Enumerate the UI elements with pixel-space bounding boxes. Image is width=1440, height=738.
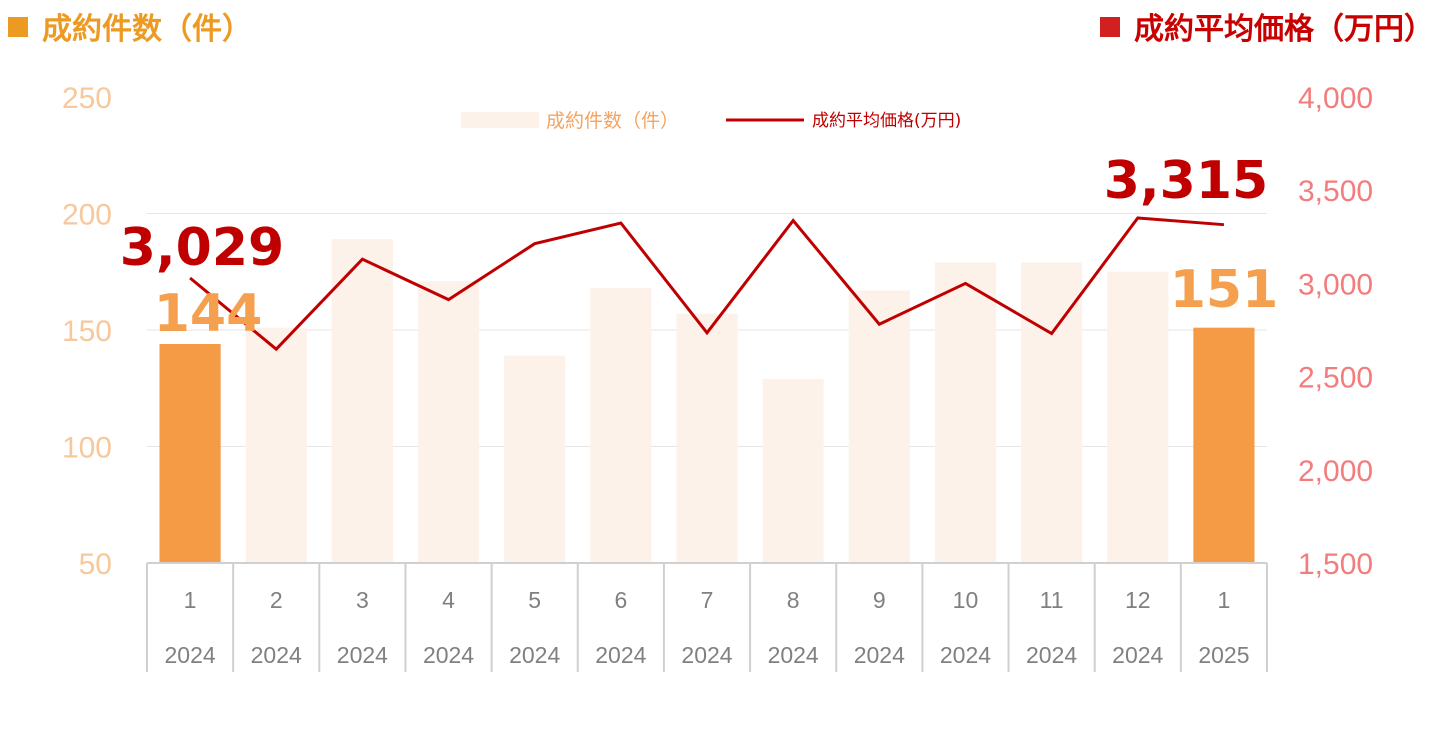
bar bbox=[245, 327, 307, 563]
month-label: 8 bbox=[787, 587, 800, 613]
year-label: 2024 bbox=[509, 642, 560, 668]
bar bbox=[934, 262, 997, 563]
year-label: 2024 bbox=[1026, 642, 1077, 668]
bar bbox=[762, 378, 824, 563]
month-label: 1 bbox=[184, 587, 197, 613]
month-label: 11 bbox=[1040, 587, 1064, 613]
left-tick-label: 250 bbox=[62, 82, 112, 115]
bar bbox=[590, 288, 652, 563]
month-label: 6 bbox=[614, 587, 627, 613]
left-axis-title-text: 成約件数（件） bbox=[42, 12, 252, 47]
right-tick-label: 4,000 bbox=[1298, 82, 1373, 115]
bar bbox=[1021, 262, 1083, 563]
bar bbox=[417, 281, 480, 563]
year-label: 2024 bbox=[595, 642, 646, 668]
right-tick-label: 2,000 bbox=[1298, 455, 1373, 488]
right-axis-title-text: 成約平均価格（万円） bbox=[1134, 12, 1434, 47]
year-label: 2025 bbox=[1198, 642, 1249, 668]
month-label: 7 bbox=[701, 587, 714, 613]
year-label: 2024 bbox=[164, 642, 215, 668]
month-label: 4 bbox=[442, 587, 455, 613]
left-tick-label: 50 bbox=[79, 548, 112, 581]
year-label: 2024 bbox=[681, 642, 732, 668]
bar bbox=[159, 343, 221, 563]
bar bbox=[1107, 271, 1169, 563]
year-label: 2024 bbox=[768, 642, 819, 668]
year-label: 2024 bbox=[1112, 642, 1163, 668]
legend: 成約件数（件） 成約平均価格(万円) bbox=[461, 110, 961, 132]
bar bbox=[331, 239, 393, 563]
bar bbox=[1193, 327, 1255, 563]
month-label: 1 bbox=[1218, 587, 1231, 613]
data-label-bar-first: 144 bbox=[154, 284, 263, 344]
data-label-bar-last: 151 bbox=[1170, 260, 1279, 320]
data-label-line-first: 3,029 bbox=[120, 218, 284, 278]
legend-line-label: 成約平均価格(万円) bbox=[812, 111, 961, 131]
year-label: 2024 bbox=[940, 642, 991, 668]
month-label: 9 bbox=[873, 587, 886, 613]
left-tick-label: 100 bbox=[62, 432, 112, 465]
legend-bar-swatch bbox=[461, 112, 539, 128]
bar-series bbox=[159, 239, 1255, 563]
bar bbox=[676, 313, 738, 563]
axes: 250 200 150 100 50 4,000 3,500 3,000 2,500 2,000 1… bbox=[62, 82, 1373, 672]
left-axis-title: 成約件数（件） bbox=[8, 4, 252, 48]
right-axis-title: 成約平均価格（万円） bbox=[1100, 4, 1434, 48]
month-label: 10 bbox=[953, 587, 979, 613]
year-label: 2024 bbox=[854, 642, 905, 668]
line-series bbox=[189, 216, 1225, 352]
month-label: 5 bbox=[528, 587, 541, 613]
bar bbox=[504, 355, 566, 563]
year-label: 2024 bbox=[423, 642, 474, 668]
month-label: 12 bbox=[1125, 587, 1151, 613]
year-label: 2024 bbox=[251, 642, 302, 668]
orange-square-icon bbox=[8, 17, 28, 37]
bar bbox=[848, 290, 910, 563]
right-tick-label: 2,500 bbox=[1298, 362, 1373, 395]
red-square-icon bbox=[1100, 17, 1120, 37]
data-label-line-last: 3,315 bbox=[1104, 151, 1268, 211]
month-label: 3 bbox=[356, 587, 369, 613]
left-tick-label: 200 bbox=[62, 199, 112, 232]
right-tick-label: 1,500 bbox=[1298, 548, 1373, 581]
right-tick-label: 3,500 bbox=[1298, 175, 1373, 208]
legend-bar-label: 成約件数（件） bbox=[546, 110, 679, 132]
left-tick-label: 150 bbox=[62, 315, 112, 348]
year-label: 2024 bbox=[337, 642, 388, 668]
price-line bbox=[189, 216, 1225, 352]
right-tick-label: 3,000 bbox=[1298, 268, 1373, 301]
data-labels: 3,029 3,315 144 151 bbox=[120, 151, 1279, 344]
month-label: 2 bbox=[270, 587, 283, 613]
